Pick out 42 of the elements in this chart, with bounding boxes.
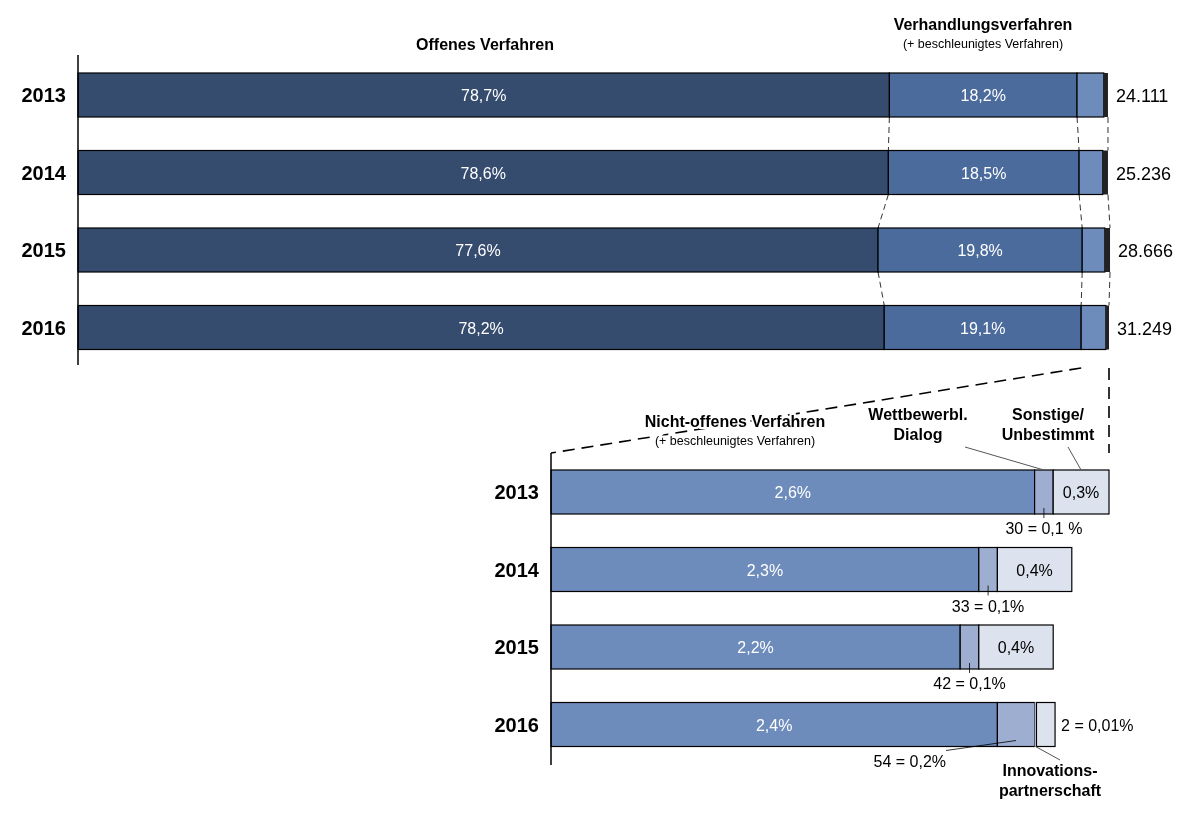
y-tick-label: 2013: [494, 481, 539, 503]
data-label: 30 = 0,1 %: [1005, 520, 1083, 537]
y-tick-label: 2015: [21, 239, 66, 261]
y-tick-label: 2015: [494, 636, 539, 658]
data-label: 0,4%: [1016, 561, 1053, 579]
data-label: 78,7%: [461, 87, 507, 104]
data-label: 42 = 0,1%: [933, 675, 1006, 692]
data-label: 54 = 0,2%: [873, 752, 946, 770]
bar: [1103, 73, 1108, 117]
y-tick-label: 2016: [21, 316, 66, 339]
data-label: 18,5%: [961, 164, 1007, 182]
y-tick-label: 2013: [21, 84, 66, 106]
data-label: 78,6%: [460, 164, 506, 182]
data-label: 0,4%: [997, 639, 1035, 656]
series-label: Offenes Verfahren: [416, 36, 554, 53]
data-label: 2,2%: [737, 639, 774, 656]
data-label: 2,6%: [774, 484, 812, 501]
data-label: 2 = 0,01%: [1061, 716, 1134, 734]
data-label: 18,2%: [960, 87, 1006, 104]
y-tick-label: 2014: [21, 161, 67, 184]
data-label: 78,2%: [458, 319, 504, 337]
series-label: Verhandlungsverfahren (+ beschleunigtes Verfahren): [893, 16, 1073, 51]
data-label: 0,3%: [1062, 484, 1100, 501]
data-label: 33 = 0,1%: [951, 597, 1025, 615]
data-label: 2,4%: [755, 716, 793, 734]
bar: [1105, 305, 1109, 350]
text: 28.666: [1118, 241, 1174, 261]
data-label: 2,3%: [746, 561, 784, 579]
series-label: Sonstige/ Unbestimmt: [1001, 406, 1095, 443]
data-label: 19,8%: [957, 242, 1003, 259]
bar: [1102, 150, 1108, 195]
data-label: 19,1%: [960, 319, 1006, 337]
bar: [1104, 228, 1111, 272]
data-label: 77,6%: [455, 242, 501, 259]
text: 25.236: [1115, 163, 1172, 184]
text: Wettbewerbl. Dialog: [868, 406, 968, 443]
text: Innovations- partnerschaft: [998, 762, 1102, 799]
text: 24.111: [1115, 86, 1169, 106]
series-label: Nicht-offenes Verfahren (+ beschleunigtes Verfahren): [644, 413, 826, 448]
y-tick-label: 2014: [494, 558, 540, 581]
y-tick-label: 2016: [494, 713, 539, 736]
text: 31.249: [1117, 318, 1173, 339]
